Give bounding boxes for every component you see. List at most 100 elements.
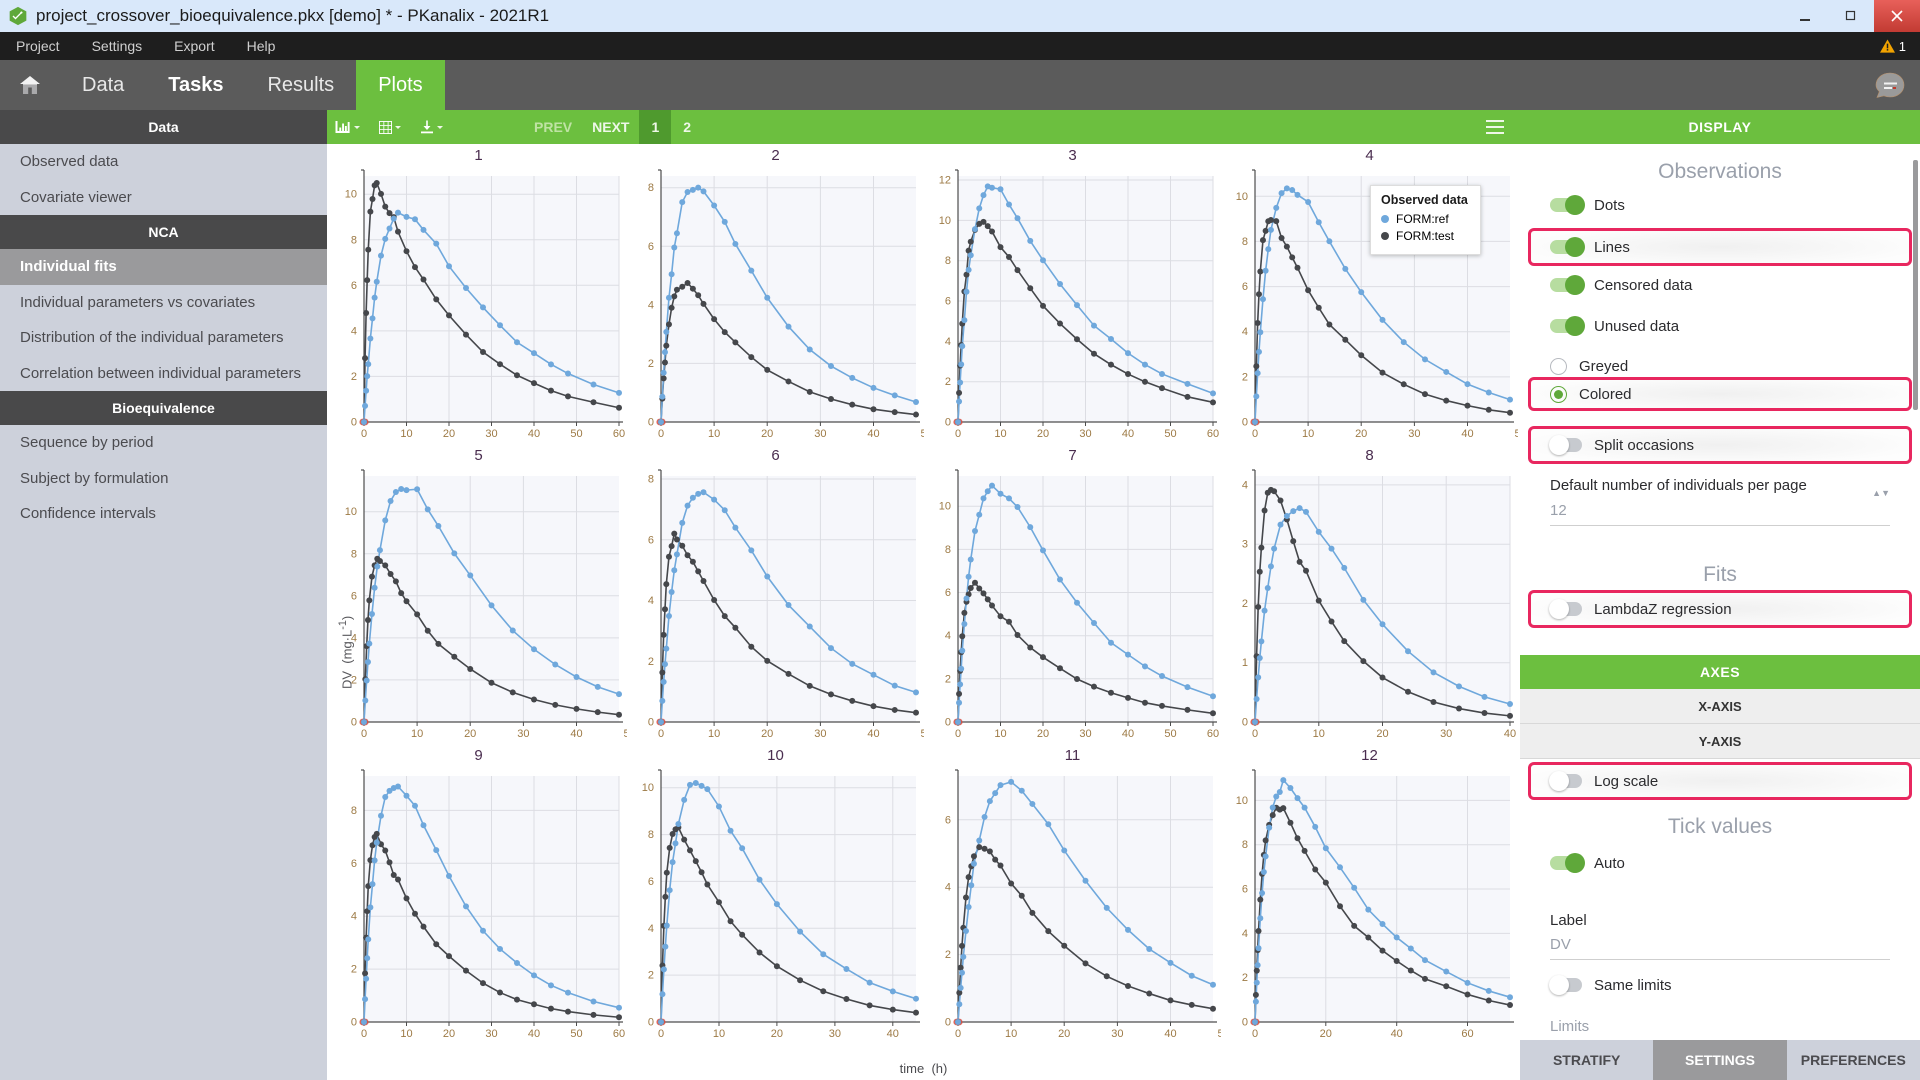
svg-text:6: 6: [350, 280, 356, 292]
svg-text:4: 4: [350, 911, 356, 923]
svg-text:10: 10: [641, 782, 653, 794]
svg-text:6: 6: [647, 534, 653, 546]
svg-text:2: 2: [944, 949, 950, 961]
svg-text:1: 1: [1241, 657, 1247, 669]
svg-text:4: 4: [944, 336, 950, 348]
svg-text:20: 20: [770, 1028, 782, 1040]
svg-text:40: 40: [570, 728, 582, 740]
svg-text:4: 4: [647, 299, 653, 311]
svg-text:10: 10: [400, 428, 412, 440]
svg-text:10: 10: [994, 728, 1006, 740]
svg-text:4: 4: [1241, 326, 1247, 338]
svg-text:10: 10: [707, 728, 719, 740]
svg-text:20: 20: [464, 728, 476, 740]
svg-text:20: 20: [1355, 428, 1367, 440]
svg-text:40: 40: [527, 1028, 539, 1040]
svg-text:0: 0: [350, 717, 356, 729]
svg-text:0: 0: [647, 1017, 653, 1029]
svg-text:50: 50: [920, 428, 924, 440]
svg-text:30: 30: [485, 428, 497, 440]
svg-text:0: 0: [944, 717, 950, 729]
svg-text:20: 20: [761, 728, 773, 740]
svg-text:20: 20: [442, 428, 454, 440]
svg-text:8: 8: [350, 805, 356, 817]
svg-text:20: 20: [1319, 1028, 1331, 1040]
svg-text:0: 0: [954, 428, 960, 440]
svg-text:2: 2: [350, 371, 356, 383]
svg-text:40: 40: [867, 428, 879, 440]
svg-text:4: 4: [944, 630, 950, 642]
svg-text:60: 60: [1206, 728, 1218, 740]
svg-text:30: 30: [814, 728, 826, 740]
svg-text:4: 4: [350, 325, 356, 337]
svg-text:0: 0: [1251, 1028, 1257, 1040]
svg-text:30: 30: [814, 428, 826, 440]
svg-text:0: 0: [1241, 417, 1247, 429]
svg-text:8: 8: [944, 255, 950, 267]
svg-text:10: 10: [994, 428, 1006, 440]
svg-text:1: 1: [474, 147, 482, 164]
svg-text:6: 6: [771, 447, 779, 464]
svg-text:0: 0: [1251, 428, 1257, 440]
svg-text:50: 50: [920, 728, 924, 740]
svg-text:2: 2: [944, 673, 950, 685]
svg-text:40: 40: [1503, 728, 1515, 740]
svg-text:10: 10: [712, 1028, 724, 1040]
svg-text:30: 30: [485, 1028, 497, 1040]
svg-text:2: 2: [647, 970, 653, 982]
svg-text:11: 11: [1064, 747, 1080, 764]
svg-text:40: 40: [867, 728, 879, 740]
svg-text:6: 6: [647, 876, 653, 888]
svg-text:50: 50: [1514, 428, 1518, 440]
svg-text:0: 0: [647, 417, 653, 429]
svg-text:10: 10: [1301, 428, 1313, 440]
svg-text:3: 3: [1068, 147, 1076, 164]
svg-text:0: 0: [944, 417, 950, 429]
svg-text:8: 8: [647, 182, 653, 194]
svg-text:6: 6: [350, 858, 356, 870]
svg-text:6: 6: [944, 587, 950, 599]
svg-text:50: 50: [1164, 728, 1176, 740]
svg-text:50: 50: [623, 728, 627, 740]
svg-text:40: 40: [1121, 728, 1133, 740]
svg-text:30: 30: [1408, 428, 1420, 440]
svg-text:30: 30: [1111, 1028, 1123, 1040]
svg-text:10: 10: [410, 728, 422, 740]
svg-text:2: 2: [350, 964, 356, 976]
svg-text:6: 6: [944, 814, 950, 826]
svg-text:2: 2: [647, 358, 653, 370]
svg-text:0: 0: [657, 428, 663, 440]
svg-text:30: 30: [1079, 428, 1091, 440]
svg-text:0: 0: [944, 1017, 950, 1029]
svg-text:10: 10: [344, 506, 356, 518]
svg-text:0: 0: [1251, 728, 1257, 740]
svg-text:50: 50: [570, 428, 582, 440]
svg-text:4: 4: [944, 882, 950, 894]
svg-text:0: 0: [350, 1017, 356, 1029]
svg-text:50: 50: [1217, 1028, 1221, 1040]
svg-text:0: 0: [360, 1028, 366, 1040]
svg-text:0: 0: [657, 1028, 663, 1040]
svg-text:2: 2: [647, 656, 653, 668]
svg-text:20: 20: [442, 1028, 454, 1040]
svg-text:40: 40: [1164, 1028, 1176, 1040]
svg-text:8: 8: [1241, 839, 1247, 851]
svg-text:4: 4: [1365, 147, 1373, 164]
svg-text:8: 8: [647, 829, 653, 841]
svg-text:60: 60: [612, 1028, 624, 1040]
svg-text:4: 4: [1241, 479, 1247, 491]
svg-text:0: 0: [1241, 1017, 1247, 1029]
svg-text:6: 6: [1241, 281, 1247, 293]
svg-text:3: 3: [1241, 539, 1247, 551]
svg-text:0: 0: [954, 728, 960, 740]
svg-text:8: 8: [944, 544, 950, 556]
svg-text:8: 8: [1365, 447, 1373, 464]
svg-text:20: 20: [1058, 1028, 1070, 1040]
svg-text:6: 6: [350, 590, 356, 602]
svg-text:20: 20: [1376, 728, 1388, 740]
svg-text:10: 10: [938, 501, 950, 513]
svg-text:30: 30: [517, 728, 529, 740]
svg-text:7: 7: [1068, 447, 1076, 464]
svg-text:0: 0: [1241, 717, 1247, 729]
svg-text:40: 40: [886, 1028, 898, 1040]
